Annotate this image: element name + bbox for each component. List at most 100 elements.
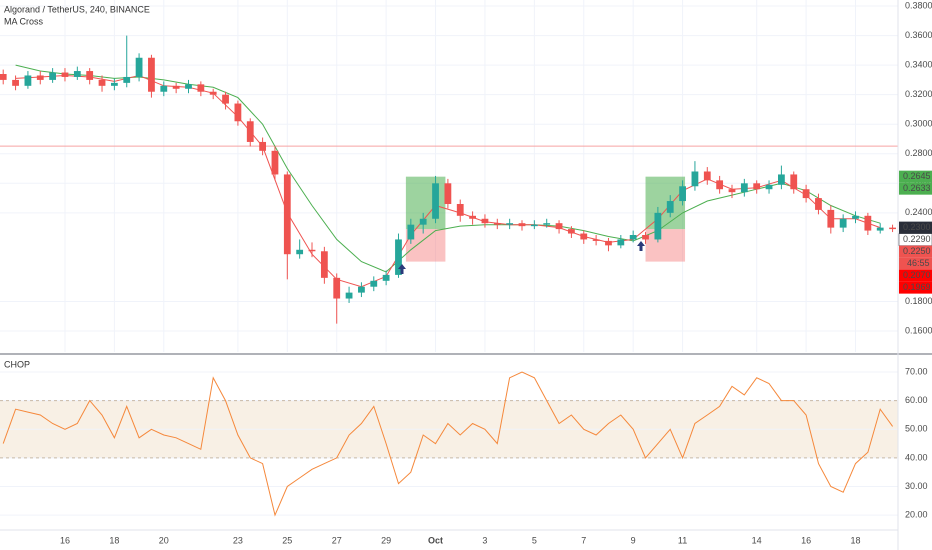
candle-body <box>469 215 476 219</box>
candle-body <box>345 292 353 299</box>
y-tick-label: 0.1600 <box>905 325 932 335</box>
chop-pane: 70.00 60.00 50.00 40.00 30.00 20.00 <box>0 366 928 519</box>
x-tick-label: 20 <box>159 535 169 545</box>
y-tick-label: 30.00 <box>905 481 928 491</box>
moving-average <box>15 74 881 288</box>
y-tick-label: 0.2800 <box>905 148 932 158</box>
y-tick-label: 70.00 <box>905 366 928 376</box>
candle-body <box>407 224 415 240</box>
candle-body <box>889 227 896 230</box>
countdown-box <box>899 257 932 270</box>
candle-body <box>728 189 736 193</box>
candle-body <box>123 76 131 83</box>
price-label: 0.2250 <box>903 246 931 256</box>
candle-body <box>506 223 514 225</box>
candle-body <box>197 84 205 92</box>
candle-body <box>432 183 439 219</box>
candle-body <box>160 85 168 92</box>
price-label-box <box>899 281 932 294</box>
candle-body <box>839 218 847 228</box>
candle-body <box>370 280 378 287</box>
price-label: 0.2300 <box>903 222 931 232</box>
candle-body <box>691 171 699 187</box>
x-tick-label: Oct <box>428 535 443 545</box>
candle-body <box>172 85 180 89</box>
candle-body <box>568 229 575 234</box>
x-tick-label: 16 <box>801 535 811 545</box>
candle-body <box>49 72 57 80</box>
candle-body <box>246 121 254 142</box>
x-tick-label: 16 <box>60 535 70 545</box>
candle-body <box>296 249 304 255</box>
x-tick-label: 3 <box>482 535 487 545</box>
price-label: 0.1969 <box>903 282 931 292</box>
price-label: 0.2070 <box>903 270 931 280</box>
x-tick-label: 18 <box>109 535 119 545</box>
candle-body <box>530 224 538 227</box>
candle-body <box>283 174 291 255</box>
candle-body <box>148 57 155 92</box>
candle-body <box>777 174 785 185</box>
candle-body <box>852 215 859 219</box>
candle-body <box>395 239 402 275</box>
price-label-box <box>899 221 932 234</box>
candle-body <box>790 174 798 190</box>
candle-body <box>320 251 328 278</box>
x-tick-label: 25 <box>282 535 292 545</box>
y-tick-label: 20.00 <box>905 509 928 519</box>
moving-average <box>15 64 881 273</box>
candle-body <box>765 184 773 190</box>
candle-body <box>679 186 686 202</box>
candle-body <box>73 71 81 77</box>
candle-body <box>209 91 217 95</box>
x-tick-label: 11 <box>678 535 687 545</box>
candle-body <box>580 233 588 240</box>
x-tick-label: 7 <box>581 535 586 545</box>
x-tick-label: 9 <box>631 535 636 545</box>
candle-body <box>135 57 143 77</box>
candle-body <box>543 223 551 225</box>
candle-body <box>185 84 192 89</box>
price-label: 0.2645 <box>903 171 931 181</box>
y-tick-label: 0.1800 <box>905 296 932 306</box>
target-zone <box>645 176 686 230</box>
candle-body <box>36 75 44 80</box>
x-tick-label: 5 <box>532 535 537 545</box>
candle-body <box>666 201 674 213</box>
candle-body <box>876 227 884 231</box>
candle-body <box>518 223 526 227</box>
price-label-box <box>899 269 932 282</box>
stop-zone <box>645 229 686 262</box>
candle-body <box>753 183 761 190</box>
candle-body <box>358 286 365 293</box>
y-tick-label: 0.3600 <box>905 30 932 40</box>
y-tick-label: 0.3200 <box>905 89 932 99</box>
candle-body <box>827 209 835 228</box>
countdown: 46:55 <box>907 258 930 268</box>
candle-body <box>222 94 229 104</box>
y-tick-label: 40.00 <box>905 452 928 462</box>
candle-body <box>234 103 242 122</box>
price-pane: 0.3800 0.3600 0.3400 0.3200 0.3000 0.2800 0.26… <box>0 0 932 352</box>
x-tick-label: 29 <box>381 535 391 545</box>
price-label-box <box>899 182 932 195</box>
x-tick-label: 14 <box>752 535 762 545</box>
indicator-name: CHOP <box>4 359 30 369</box>
candle-body <box>0 74 7 80</box>
candle-body <box>308 249 316 252</box>
candle-body <box>629 235 637 240</box>
candle-body <box>61 72 69 77</box>
candle-body <box>481 218 489 224</box>
indicator-name: MA Cross <box>4 16 44 26</box>
candle-body <box>419 218 427 225</box>
buy-signal <box>398 264 406 274</box>
y-tick-label: 50.00 <box>905 424 928 434</box>
chop-line <box>2 371 894 517</box>
candle-body <box>605 240 612 246</box>
candle-body <box>592 239 600 241</box>
y-tick-label: 60.00 <box>905 395 928 405</box>
candle-body <box>802 189 810 199</box>
candle-body <box>654 212 662 240</box>
